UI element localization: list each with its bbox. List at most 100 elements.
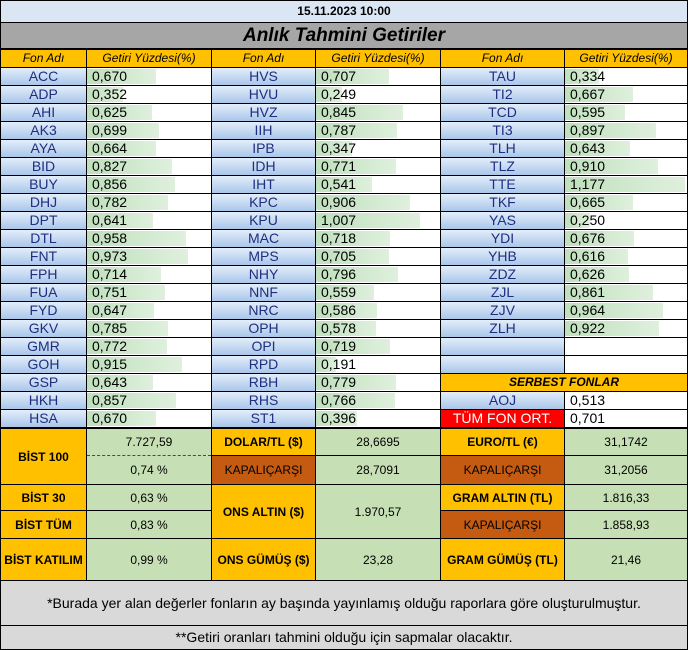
return-databar [316,249,389,264]
return-databar [87,87,124,102]
return-databar [87,267,161,282]
ons-gumus-value: 23,28 [316,539,440,580]
fund-return: 0,670 [87,68,211,85]
return-databar [565,213,591,228]
col2-value-header: Getiri Yüzdesi(%) [316,50,440,67]
fund-code: HVS [212,68,315,85]
fund-code: IIH [212,122,315,139]
fund-code: RPD [212,356,315,373]
fund-code: MPS [212,248,315,265]
return-databar [316,213,421,228]
return-databar [316,123,398,138]
fund-return: 0,845 [316,104,440,121]
gram-altin-value: 1.816,33 [565,485,687,510]
fund-return: 0,751 [87,284,211,301]
fund-return: 0,396 [316,410,440,427]
fund-return: 0,785 [87,320,211,337]
fund-code: GOH [1,356,86,373]
fund-code: DPT [1,212,86,229]
fund-code: FPH [1,266,86,283]
col1-code-header: Fon Adı [1,50,86,67]
fund-return: 0,665 [565,194,687,211]
fund-return: 0,771 [316,158,440,175]
bist100-label: BİST 100 [1,429,86,484]
fund-code: RHS [212,392,315,409]
return-databar [565,231,634,246]
fund-code: HSA [1,410,86,427]
fund-code: ACC [1,68,86,85]
bist100-pct: 0,74 % [87,455,211,484]
fund-return: 0,699 [87,122,211,139]
fund-return: 0,973 [87,248,211,265]
fund-return: 0,643 [87,374,211,391]
fund-return: 0,910 [565,158,687,175]
return-databar [316,393,396,408]
return-databar [316,69,390,84]
fund-code: HKH [1,392,86,409]
all-funds-average-value: 0,701 [565,410,687,427]
return-databar [316,87,342,102]
fund-code: HVU [212,86,315,103]
fund-return: 0,249 [316,86,440,103]
fund-code: AHI [1,104,86,121]
fund-return: 0,647 [87,302,211,319]
fund-code: MAC [212,230,315,247]
fund-code: ZDZ [441,266,564,283]
return-databar [87,105,152,120]
fund-code: OPI [212,338,315,355]
fund-code: TTE [441,176,564,193]
ons-altin-label: ONS ALTIN ($) [212,485,315,538]
fund-return: 0,352 [87,86,211,103]
gram-altin-label: GRAM ALTIN (TL) [441,485,564,510]
return-databar [316,285,374,300]
return-databar [87,213,154,228]
fund-code: AOJ [441,392,564,409]
fund-return: 0,787 [316,122,440,139]
fund-code: BUY [1,176,86,193]
gram-altin-kapalicarsi-value: 1.858,93 [565,511,687,538]
return-databar [565,285,653,300]
return-databar [565,177,685,192]
return-databar [565,123,657,138]
fund-return: 0,906 [316,194,440,211]
dolar-label: DOLAR/TL ($) [212,429,315,455]
fund-return: 0,664 [87,140,211,157]
return-databar [87,393,176,408]
all-funds-average-label: TÜM FON ORT. [441,410,564,427]
return-databar [87,249,188,264]
col1-value-header: Getiri Yüzdesi(%) [87,50,211,67]
fund-return: 0,964 [565,302,687,319]
fund-code: IHT [212,176,315,193]
euro-value: 31,1742 [565,429,687,455]
fund-code: YAS [441,212,564,229]
return-databar [565,195,633,210]
fund-code: NNF [212,284,315,301]
fund-code: KPU [212,212,315,229]
fund-return: 0,766 [316,392,440,409]
fund-code: TLH [441,140,564,157]
fund-return: 0,626 [565,266,687,283]
empty-value-cell [565,338,687,355]
dolar-kapalicarsi-label: KAPALIÇARŞI [212,456,315,484]
fund-return: 0,796 [316,266,440,283]
ons-altin-value: 1.970,57 [316,485,440,538]
return-databar [316,141,352,156]
fund-return: 0,897 [565,122,687,139]
fund-return: 0,958 [87,230,211,247]
return-databar [565,141,631,156]
fund-code: TKF [441,194,564,211]
fund-code: TCD [441,104,564,121]
fund-code: FNT [1,248,86,265]
return-databar [316,105,404,120]
fund-return: 0,670 [87,410,211,427]
fund-return: 1,007 [316,212,440,229]
fund-return: 0,541 [316,176,440,193]
fund-code: GMR [1,338,86,355]
fund-return: 0,861 [565,284,687,301]
return-databar [87,285,165,300]
col3-code-header: Fon Adı [441,50,564,67]
return-databar [87,411,157,426]
fund-code: IDH [212,158,315,175]
return-databar [316,177,372,192]
